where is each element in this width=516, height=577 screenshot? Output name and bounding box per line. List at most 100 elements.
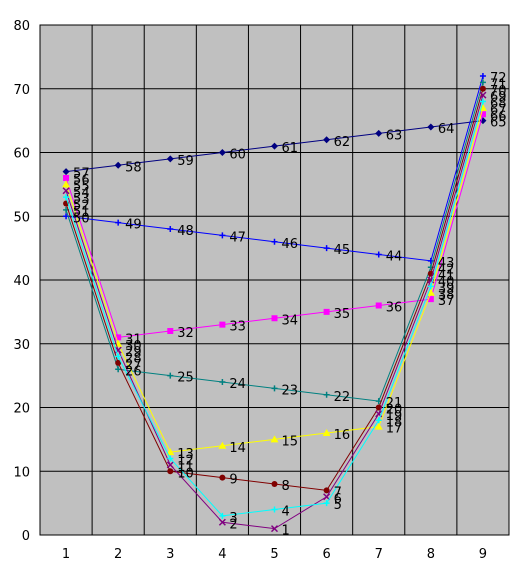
data-point <box>115 359 122 366</box>
x-tick-label: 5 <box>270 547 278 562</box>
y-tick-label: 40 <box>13 274 30 289</box>
data-label: 15 <box>282 434 299 449</box>
data-label: 46 <box>282 237 299 252</box>
data-label: 58 <box>125 160 142 175</box>
data-point <box>323 245 330 252</box>
data-point <box>166 155 174 163</box>
data-point <box>323 391 330 398</box>
data-label: 42 <box>438 262 455 277</box>
data-point <box>427 283 434 290</box>
plot-border <box>39 24 510 536</box>
data-point <box>323 308 330 315</box>
data-point <box>270 525 279 533</box>
data-label: 35 <box>334 307 351 322</box>
data-label: 68 <box>490 97 507 112</box>
x-tick-label: 7 <box>375 547 383 562</box>
data-label: 21 <box>386 396 403 411</box>
y-tick-label: 10 <box>13 465 30 480</box>
data-point <box>219 232 226 239</box>
data-label: 9 <box>229 473 237 488</box>
data-label: 49 <box>125 218 142 233</box>
data-label: 33 <box>229 320 246 335</box>
data-label: 56 <box>73 173 90 188</box>
data-point <box>271 506 278 513</box>
data-point <box>374 422 383 430</box>
data-label: 62 <box>334 135 351 150</box>
x-tick-label: 3 <box>166 547 174 562</box>
data-point <box>63 175 70 181</box>
x-tick-label: 8 <box>427 547 435 562</box>
data-label: 20 <box>386 403 403 418</box>
data-label: 2 <box>229 517 237 532</box>
data-label: 14 <box>229 441 246 456</box>
data-label: 67 <box>490 103 507 118</box>
y-tick-label: 20 <box>13 402 30 417</box>
data-point <box>323 487 330 494</box>
data-point <box>375 417 382 424</box>
x-tick-label: 4 <box>218 547 226 562</box>
data-point <box>115 353 122 360</box>
data-label: 16 <box>334 428 351 443</box>
data-point <box>167 226 174 232</box>
data-label: 6 <box>334 492 342 507</box>
data-point <box>62 168 70 176</box>
data-point <box>219 321 226 328</box>
data-point <box>167 455 174 462</box>
data-point <box>271 238 278 245</box>
data-label: 25 <box>177 371 194 386</box>
x-tick-label: 1 <box>62 547 70 562</box>
data-label: 65 <box>490 116 507 131</box>
data-label: 51 <box>73 205 90 220</box>
data-point <box>218 441 227 449</box>
data-point <box>63 194 70 201</box>
data-label: 69 <box>490 90 507 105</box>
series-layer <box>62 73 487 533</box>
data-label: 43 <box>438 256 455 271</box>
data-point <box>219 512 226 519</box>
data-point <box>375 251 382 258</box>
data-label: 41 <box>438 269 455 284</box>
data-label: 29 <box>125 345 142 360</box>
data-label: 31 <box>125 332 142 347</box>
data-label: 1 <box>282 524 290 539</box>
data-label: 63 <box>386 128 403 143</box>
y-tick-label: 70 <box>13 83 30 98</box>
data-label: 3 <box>229 511 237 526</box>
data-label: 53 <box>73 192 90 207</box>
data-label: 54 <box>73 186 90 201</box>
data-label: 57 <box>73 167 90 182</box>
data-point <box>219 379 226 385</box>
data-label: 23 <box>282 383 299 398</box>
data-label: 30 <box>125 339 142 354</box>
data-label: 48 <box>177 224 194 239</box>
data-point <box>115 334 122 341</box>
data-point <box>271 385 278 392</box>
data-point <box>479 91 487 99</box>
data-label: 7 <box>334 485 342 500</box>
data-label: 13 <box>177 447 194 462</box>
data-point <box>323 136 331 144</box>
data-point <box>479 85 486 92</box>
y-tick-label: 60 <box>13 147 30 162</box>
data-label: 27 <box>125 358 142 373</box>
data-point <box>218 518 226 526</box>
data-point <box>323 500 330 507</box>
data-point <box>427 123 435 131</box>
data-point <box>271 315 278 322</box>
data-label: 32 <box>177 326 194 341</box>
data-label: 11 <box>177 460 194 475</box>
data-point <box>479 98 486 105</box>
data-point <box>167 468 174 475</box>
data-point <box>271 481 278 487</box>
data-label: 18 <box>386 415 403 430</box>
data-point <box>166 448 175 456</box>
data-point <box>479 79 486 86</box>
data-point <box>115 366 122 373</box>
data-label: 47 <box>229 230 246 245</box>
data-label: 5 <box>334 498 342 513</box>
data-point <box>115 219 122 226</box>
data-label: 24 <box>229 377 246 392</box>
data-label: 66 <box>490 109 507 124</box>
data-point <box>271 142 278 150</box>
